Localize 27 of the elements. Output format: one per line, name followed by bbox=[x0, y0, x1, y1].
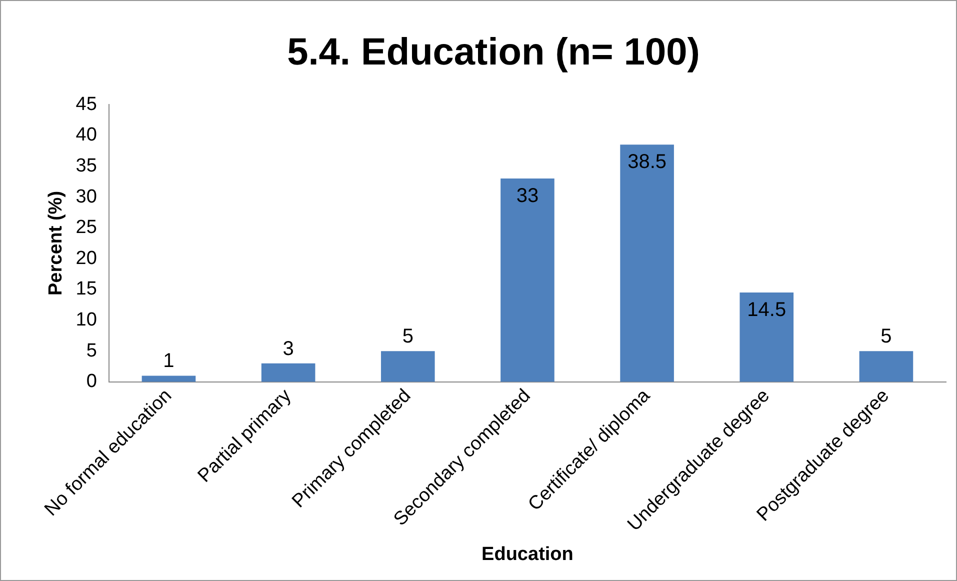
bar bbox=[859, 351, 914, 382]
bar bbox=[740, 292, 794, 382]
bar bbox=[142, 376, 196, 382]
data-label: 5 bbox=[880, 326, 892, 348]
y-tick-label: 5 bbox=[86, 340, 97, 362]
y-axis-title: Percent (%) bbox=[46, 190, 67, 296]
data-label: 5 bbox=[402, 326, 414, 348]
bar bbox=[620, 144, 674, 382]
bar bbox=[500, 178, 554, 382]
y-tick-label: 30 bbox=[76, 186, 97, 208]
y-tick-label: 45 bbox=[76, 94, 97, 115]
y-tick-label: 20 bbox=[76, 248, 97, 269]
data-label: 1 bbox=[163, 350, 174, 372]
y-tick-label: 10 bbox=[76, 310, 97, 330]
chart-title: 5.4. Education (n= 100) bbox=[287, 31, 700, 74]
y-tick-label: 15 bbox=[76, 278, 97, 300]
y-tick-label: 0 bbox=[86, 371, 97, 392]
y-tick-label: 40 bbox=[76, 124, 97, 146]
bar bbox=[261, 363, 316, 382]
bar bbox=[380, 351, 435, 382]
data-label: 14.5 bbox=[747, 299, 786, 322]
data-label: 33 bbox=[516, 185, 539, 208]
data-label: 38.5 bbox=[628, 151, 667, 174]
x-axis-title: Education bbox=[482, 544, 574, 565]
data-label: 3 bbox=[282, 338, 294, 360]
y-tick-label: 25 bbox=[76, 217, 97, 238]
y-tick-label: 35 bbox=[76, 155, 97, 176]
